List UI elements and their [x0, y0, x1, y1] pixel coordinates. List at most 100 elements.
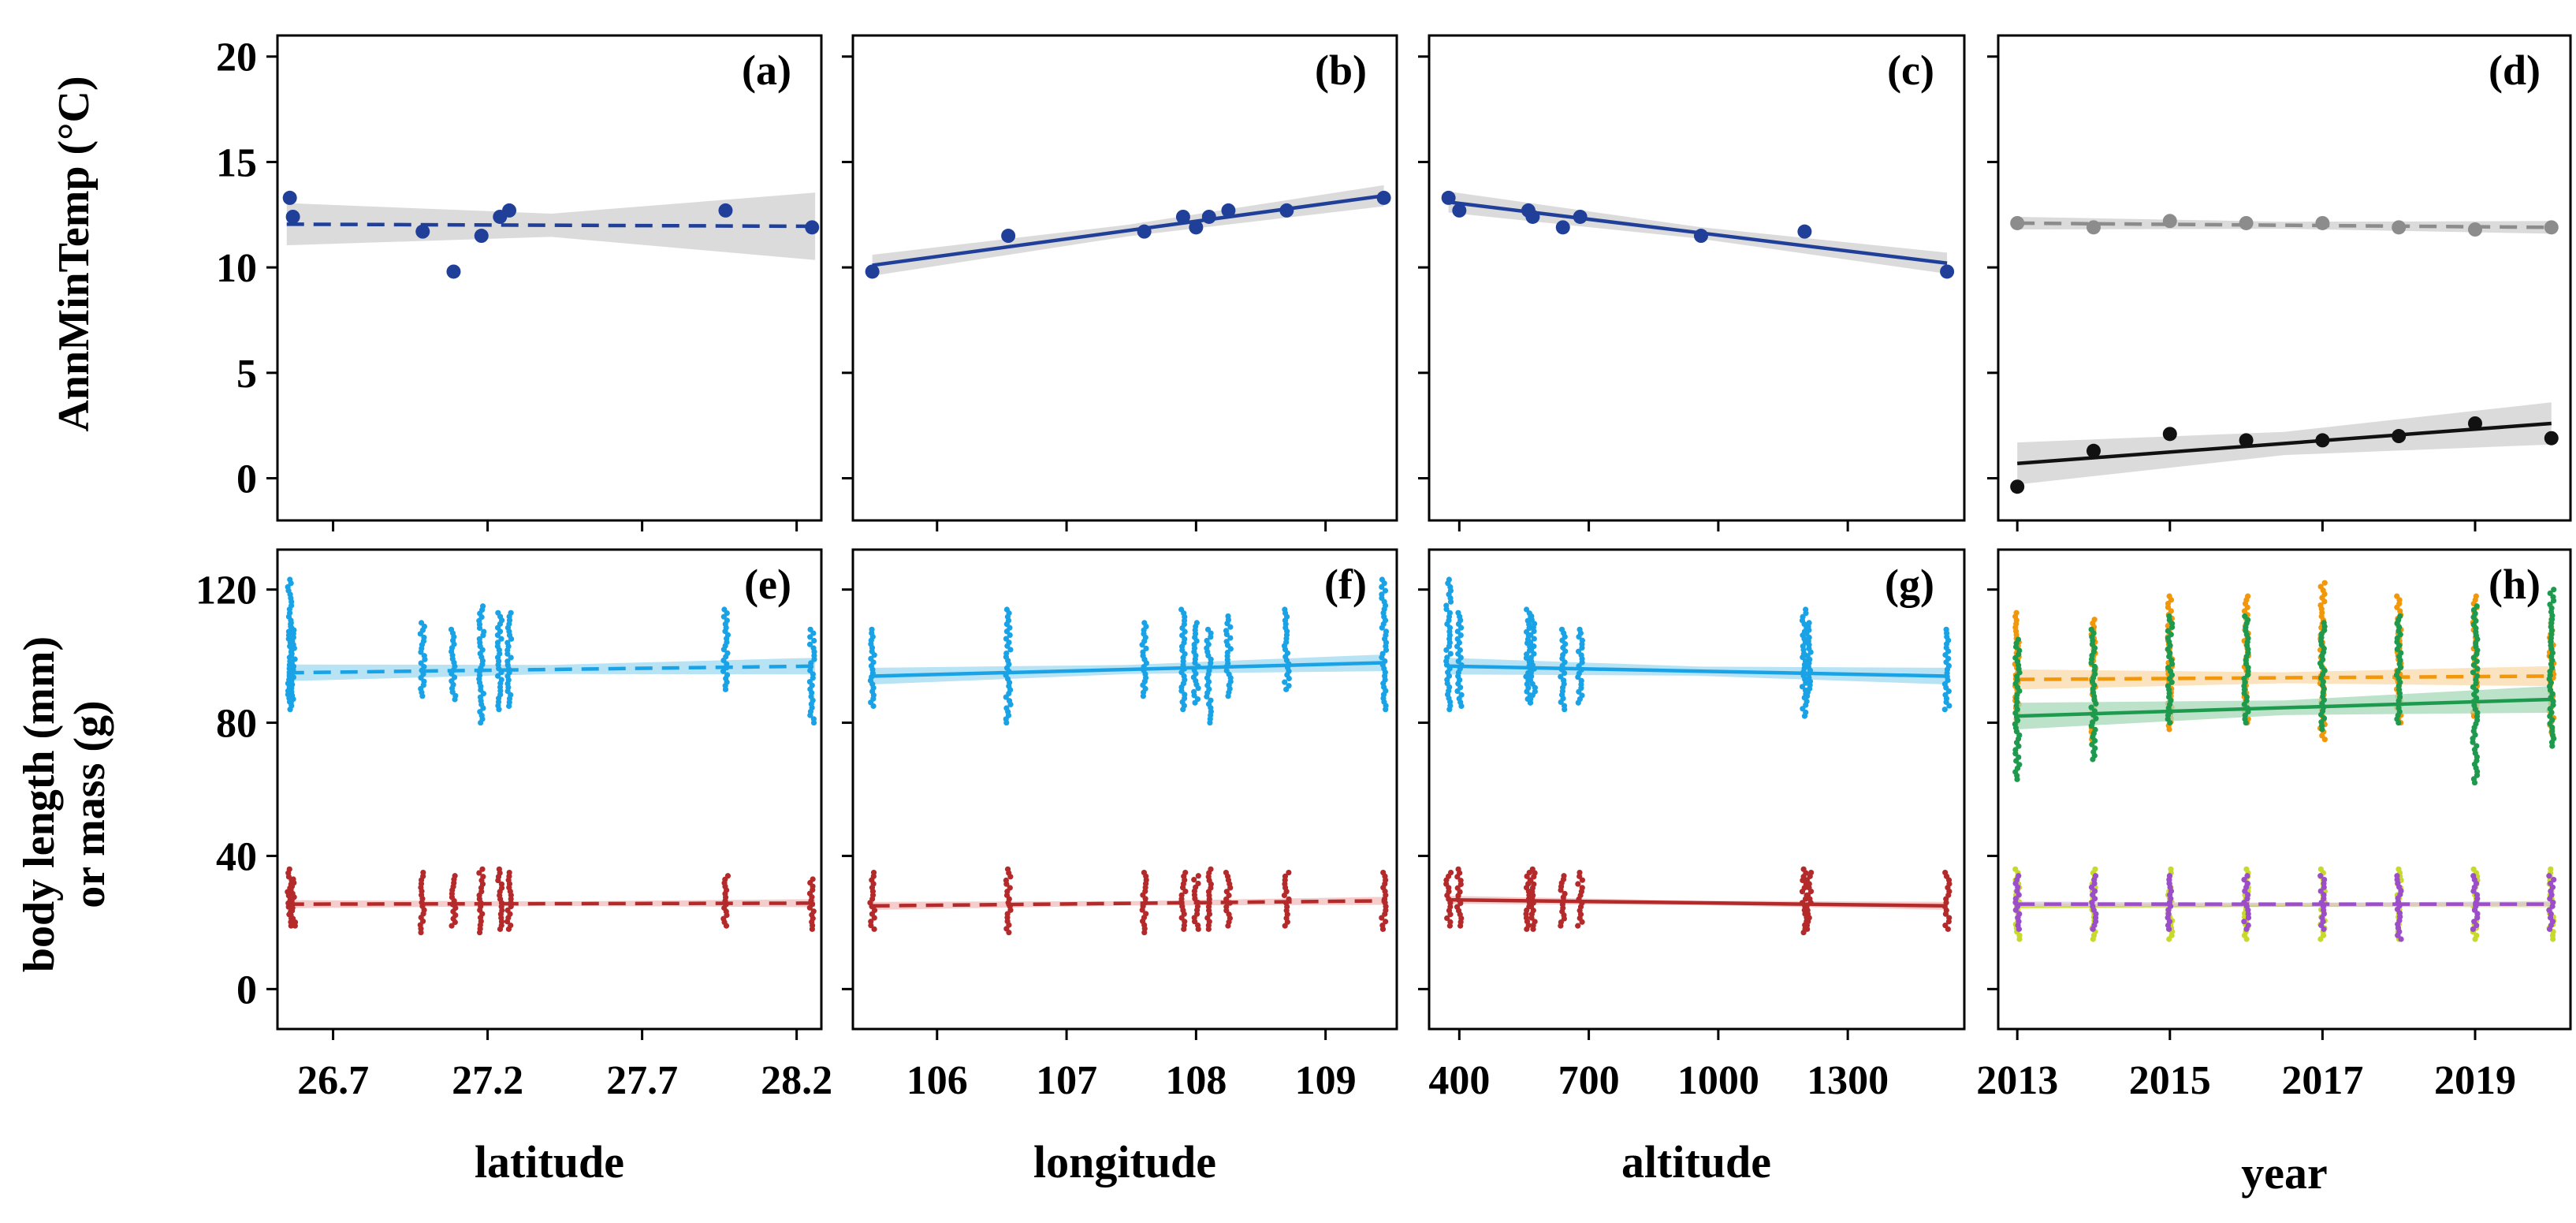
data-point [2012, 896, 2019, 902]
data-point [1579, 885, 1585, 891]
point-column [2012, 636, 2023, 782]
data-point [477, 709, 483, 715]
data-point [1225, 613, 1231, 620]
data-point [1223, 639, 1230, 645]
data-point [421, 634, 427, 641]
point-column [2012, 873, 2023, 932]
data-point [2016, 873, 2022, 879]
confidence-band [286, 899, 816, 908]
point-column [2165, 873, 2175, 932]
panel-label: (g) [1885, 561, 1934, 608]
data-point [1575, 881, 1581, 887]
data-point [1443, 602, 1450, 609]
data-point [1803, 606, 1809, 613]
data-point [498, 677, 504, 683]
data-point [870, 869, 877, 876]
data-point [288, 620, 294, 626]
data-point [1804, 892, 1811, 898]
panel-frame [276, 34, 823, 522]
data-point [1003, 636, 1010, 642]
data-point [1457, 632, 1464, 639]
data-point [1286, 869, 1292, 876]
data-point [2470, 873, 2477, 879]
data-point [1004, 866, 1011, 872]
confidence-band [2017, 666, 2552, 690]
data-point [1531, 643, 1537, 650]
data-point [807, 626, 813, 632]
x-tick-label: 400 [1428, 1058, 1490, 1103]
series-sites [1441, 190, 1955, 279]
data-point [2395, 866, 2402, 872]
data-point [2546, 907, 2552, 913]
x-tick-label: 28.2 [761, 1058, 832, 1103]
data-point [1799, 684, 1806, 690]
data-point [1946, 915, 1952, 921]
fit-line [1448, 200, 1948, 266]
data-point [2398, 936, 2404, 942]
data-point [1195, 873, 1201, 879]
data-point [2016, 647, 2023, 654]
point-column [504, 610, 515, 710]
panel-label: (h) [2489, 561, 2541, 608]
data-point [474, 229, 489, 244]
data-point [2166, 593, 2172, 599]
point-column [1454, 866, 1465, 929]
point-column [1804, 869, 1815, 932]
series-lower [2010, 402, 2559, 494]
fit-line [872, 899, 1384, 908]
panel-h: 2013 2015 2017 2019 (h) [1976, 548, 2572, 1103]
data-point [1454, 904, 1461, 910]
data-point [2165, 628, 2171, 634]
data-point [2547, 601, 2553, 608]
data-point [449, 923, 455, 929]
series-mass [1443, 866, 1952, 936]
data-point [1227, 635, 1234, 641]
data-point [502, 203, 517, 218]
fit-line [2017, 421, 2552, 466]
y-label-bottom-line2: or mass (g) [65, 700, 114, 908]
data-point [2548, 880, 2554, 887]
point-column [476, 866, 486, 936]
x-tick-label: 107 [1036, 1058, 1097, 1103]
data-point [2315, 215, 2330, 230]
point-column [504, 869, 514, 932]
data-point [495, 673, 501, 679]
data-point [2470, 669, 2477, 676]
data-point [1282, 606, 1288, 613]
data-point [2091, 617, 2098, 623]
point-column [867, 626, 877, 710]
data-point [2321, 580, 2328, 586]
data-point [810, 716, 817, 722]
data-point [1007, 647, 1014, 653]
data-point [1529, 866, 1536, 872]
point-column [1799, 606, 1810, 719]
data-point [2245, 922, 2251, 929]
point-column [2088, 873, 2099, 932]
data-point [2474, 673, 2481, 679]
data-point [2016, 762, 2023, 768]
panel-b: (b) [842, 34, 1398, 531]
data-point [2162, 427, 2177, 442]
point-column [1575, 869, 1586, 929]
data-point [446, 264, 461, 279]
data-point [1940, 264, 1955, 279]
data-point [2165, 635, 2171, 641]
panels: 0 5 10 15 20 (a) (b) (c) (d) 0 40 80 120 26.7 27.2 27.7… [195, 34, 2572, 1103]
data-point [1382, 587, 1389, 594]
data-point [1575, 923, 1581, 929]
data-point [479, 603, 486, 610]
data-point [1454, 636, 1461, 642]
point-column [1558, 873, 1568, 929]
series-upper [2010, 214, 2559, 237]
point-column [2546, 587, 2557, 749]
data-point [2090, 719, 2096, 725]
data-point [1208, 697, 1214, 703]
data-point [1194, 922, 1201, 929]
data-point [1455, 866, 1461, 872]
point-column [1190, 620, 1201, 706]
confidence-band [2017, 216, 2552, 234]
data-point [292, 656, 298, 662]
data-point [1454, 885, 1461, 891]
data-point [1943, 626, 1949, 632]
